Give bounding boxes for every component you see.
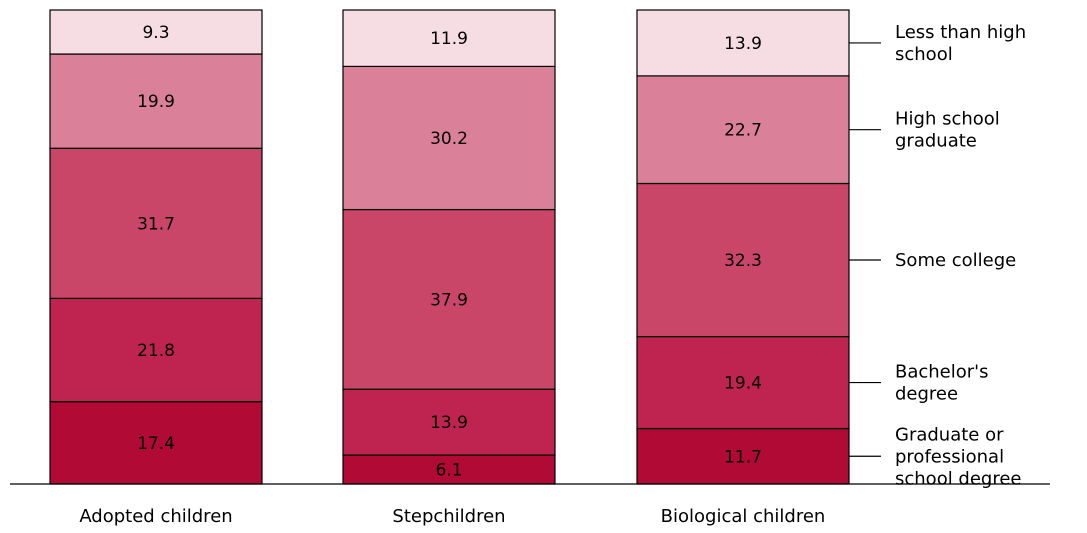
- data-label-adopted-children-high-school-graduate: 19.9: [137, 92, 175, 112]
- category-label-stepchildren: Stepchildren: [392, 506, 505, 527]
- legend-entry-some-college: Some college: [895, 250, 1016, 271]
- bar-segment-adopted-children-graduate-or-professional-school-degree: [49, 401, 263, 485]
- bar-segment-stepchildren-less-than-high-school: [342, 9, 556, 68]
- data-label-stepchildren-less-than-high-school: 11.9: [430, 29, 468, 49]
- data-label-stepchildren-high-school-graduate: 30.2: [430, 129, 468, 149]
- bar-segment-stepchildren-bachelor-s-degree: [342, 388, 556, 456]
- bar-segment-adopted-children-bachelor-s-degree: [49, 297, 263, 403]
- data-label-biological-children-high-school-graduate: 22.7: [724, 121, 762, 141]
- bar-segment-stepchildren-graduate-or-professional-school-degree: [342, 454, 556, 485]
- data-label-adopted-children-bachelor-s-degree: 21.8: [137, 341, 175, 361]
- bar-segment-adopted-children-high-school-graduate: [49, 53, 263, 149]
- data-label-adopted-children-some-college: 31.7: [137, 214, 175, 234]
- category-label-adopted-children: Adopted children: [79, 506, 232, 527]
- bar-segment-adopted-children-less-than-high-school: [49, 9, 263, 55]
- data-label-adopted-children-graduate-or-professional-school-degree: 17.4: [137, 434, 175, 454]
- bars-layer: 17.4 21.8 31.7 19.9 9.3 6.1 13.9 37.9 30.2 11.9 11…: [49, 9, 850, 485]
- legend-entry-graduate-or-professional-school-degree: Graduate or professional school degree: [895, 424, 1022, 489]
- legend-entry-bachelor-s-degree: Bachelor's degree: [895, 362, 989, 405]
- legend-entry-high-school-graduate: High school graduate: [895, 109, 1000, 152]
- bar-segment-biological-children-some-college: [636, 182, 850, 338]
- data-label-biological-children-some-college: 32.3: [724, 251, 762, 271]
- data-label-adopted-children-less-than-high-school: 9.3: [142, 23, 169, 43]
- data-label-biological-children-less-than-high-school: 13.9: [724, 34, 762, 54]
- data-label-stepchildren-bachelor-s-degree: 13.9: [430, 413, 468, 433]
- bar-segment-stepchildren-high-school-graduate: [342, 65, 556, 211]
- category-label-biological-children: Biological children: [661, 506, 826, 527]
- category-labels: Adopted children Stepchildren Biological c…: [79, 506, 825, 527]
- legend-entry-less-than-high-school: Less than high school: [895, 22, 1026, 65]
- bar-segment-stepchildren-some-college: [342, 208, 556, 390]
- data-label-biological-children-bachelor-s-degree: 19.4: [724, 374, 762, 394]
- data-label-stepchildren-graduate-or-professional-school-degree: 6.1: [435, 461, 462, 481]
- legend: Graduate or professional school degree Bach…: [849, 22, 1026, 489]
- bar-segment-biological-children-bachelor-s-degree: [636, 335, 850, 430]
- data-label-stepchildren-some-college: 37.9: [430, 290, 468, 310]
- data-label-biological-children-graduate-or-professional-school-degree: 11.7: [724, 447, 762, 467]
